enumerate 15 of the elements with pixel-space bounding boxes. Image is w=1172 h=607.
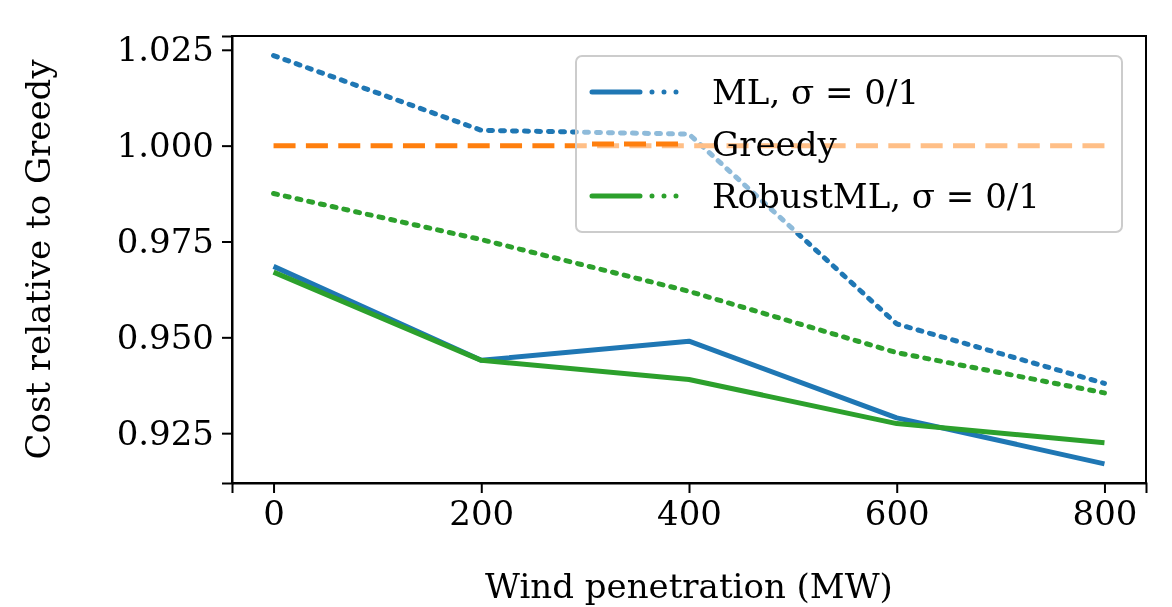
x-tick-label: 600 (864, 493, 930, 534)
legend-label: Greedy (712, 124, 838, 164)
y-tick-label: 0.975 (116, 220, 214, 261)
y-tick-label: 0.950 (116, 316, 214, 357)
y-axis-title: Cost relative to Greedy (18, 58, 58, 460)
x-tick-label: 400 (657, 493, 722, 534)
y-tick-label: 1.025 (116, 29, 214, 70)
y-tick-label: 1.000 (116, 125, 214, 166)
y-tick-label: 0.925 (116, 412, 214, 453)
legend-label: ML, σ = 0/1 (712, 72, 920, 112)
x-axis-title: Wind penetration (MW) (485, 566, 893, 606)
x-tick-label: 800 (1072, 493, 1138, 534)
legend-label: RobustML, σ = 0/1 (712, 176, 1040, 216)
x-tick-label: 200 (449, 493, 515, 534)
x-tick-label: 0 (263, 493, 285, 534)
